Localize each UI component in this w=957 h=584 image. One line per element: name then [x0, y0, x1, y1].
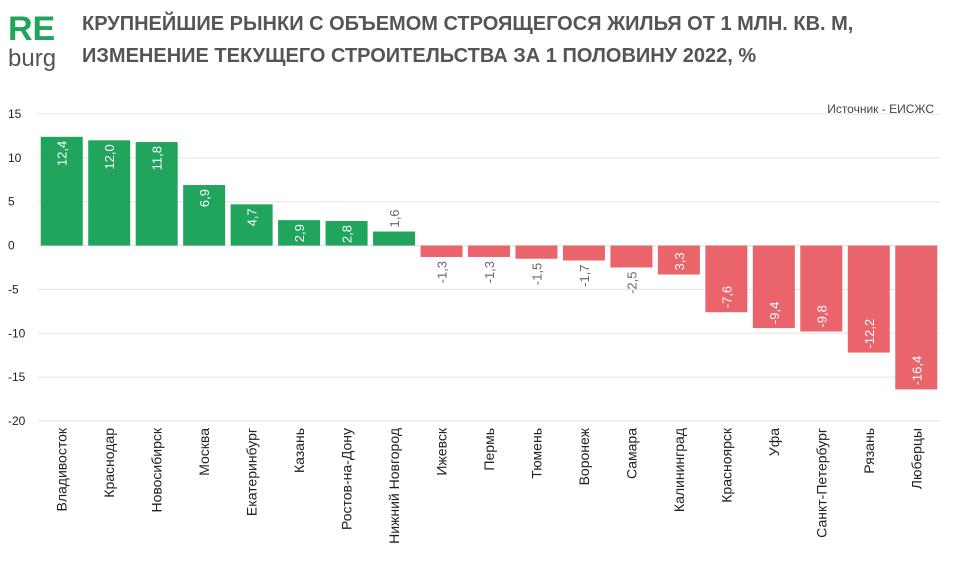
bar: [40, 136, 83, 246]
y-tick-label: 15: [8, 107, 22, 121]
x-tick-label: Красноярск: [718, 427, 734, 503]
value-label: -9,8: [814, 305, 829, 327]
x-tick-label: Екатеринбург: [244, 428, 260, 516]
value-label: -2,5: [624, 272, 639, 294]
bar: [752, 245, 795, 329]
x-tick-label: Нижний Новгород: [386, 428, 402, 544]
bar: [847, 245, 890, 353]
value-label: 1,6: [387, 209, 402, 227]
bar: [135, 142, 178, 246]
value-label: -1,3: [482, 261, 497, 283]
bar: [278, 220, 321, 246]
value-label: 4,7: [245, 208, 260, 226]
value-label: 6,9: [197, 189, 212, 207]
chart-title: ИЗМЕНЕНИЕ ТЕКУЩЕГО СТРОИТЕЛЬСТВА ЗА 1 ПО…: [82, 45, 756, 67]
value-label: -7,6: [719, 286, 734, 308]
x-tick-label: Тюмень: [528, 428, 544, 479]
value-label: 12,4: [55, 141, 70, 166]
x-tick-label: Калининград: [671, 428, 687, 512]
bar: [705, 245, 748, 313]
logo-bottom: burg: [8, 45, 56, 72]
value-label: -12,2: [862, 319, 877, 349]
value-label: -1,3: [435, 261, 450, 283]
y-tick-label: 0: [8, 239, 15, 253]
x-tick-label: Новосибирск: [149, 427, 165, 512]
x-tick-label: Ростов-на-Дону: [339, 428, 355, 530]
bar: [895, 245, 938, 390]
bar: [468, 245, 510, 257]
bar: [610, 245, 653, 268]
logo-top: RE: [8, 10, 55, 48]
x-tick-label: Санкт-Петербург: [813, 428, 829, 538]
source: Источник - ЕИСЖС: [827, 102, 934, 116]
y-tick-label: -20: [8, 414, 26, 428]
bar: [562, 245, 605, 261]
y-tick-label: -15: [8, 370, 26, 384]
bar: [657, 245, 700, 275]
value-label: 11,8: [150, 146, 165, 170]
bar: [800, 245, 843, 332]
value-label: -1,5: [529, 263, 544, 285]
x-tick-label: Казань: [291, 428, 307, 473]
x-tick-label: Пермь: [481, 428, 497, 471]
bar: [325, 221, 368, 246]
bar: [183, 185, 226, 246]
x-tick-label: Люберцы: [908, 428, 924, 489]
value-label: 2,8: [340, 225, 355, 243]
x-tick-label: Ижевск: [434, 427, 450, 475]
x-tick-label: Рязань: [861, 428, 877, 474]
x-tick-label: Самара: [623, 428, 639, 479]
y-tick-label: 10: [8, 151, 22, 165]
value-label: -1,7: [577, 264, 592, 286]
bar: [230, 204, 273, 246]
value-label: -9,4: [767, 302, 782, 324]
bar: [88, 140, 131, 246]
bar: [420, 245, 463, 257]
x-tick-label: Краснодар: [101, 428, 117, 498]
x-tick-label: Владивосток: [54, 427, 70, 511]
y-tick-label: 5: [8, 195, 15, 209]
bar: [373, 231, 416, 246]
chart-title: КРУПНЕЙШИЕ РЫНКИ С ОБЪЕМОМ СТРОЯЩЕГОСЯ Ж…: [82, 11, 853, 35]
x-tick-label: Воронеж: [576, 427, 592, 485]
y-tick-label: -10: [8, 326, 26, 340]
value-label: 3,3: [672, 252, 687, 270]
value-label: -16,4: [909, 356, 924, 386]
x-tick-label: Уфа: [766, 428, 782, 456]
value-label: 12,0: [102, 144, 117, 169]
value-label: 2,9: [292, 224, 307, 242]
bar: [515, 245, 558, 259]
x-tick-label: Москва: [196, 428, 212, 476]
y-tick-label: -5: [8, 282, 19, 296]
